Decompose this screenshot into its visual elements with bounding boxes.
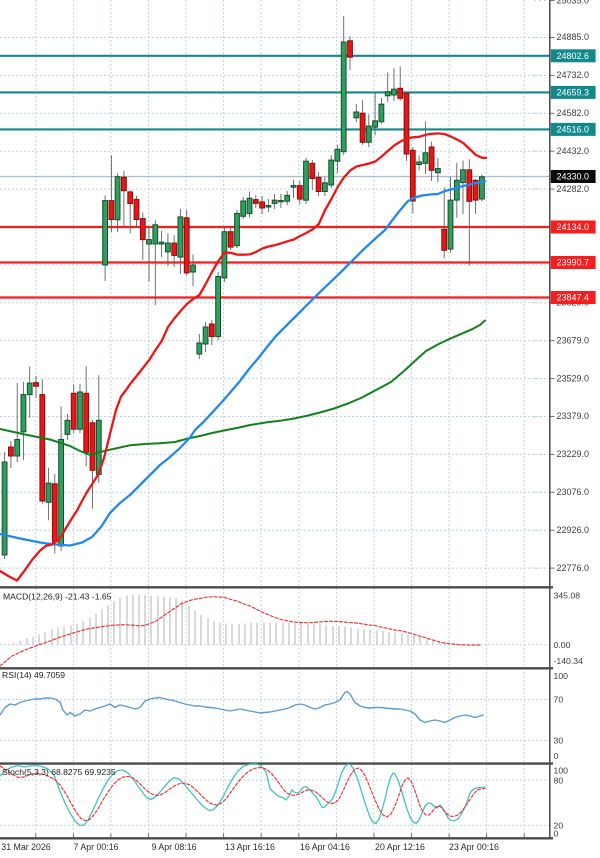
svg-text:24885.0: 24885.0 [557, 32, 590, 42]
svg-text:24659.3: 24659.3 [557, 88, 590, 98]
svg-text:24732.0: 24732.0 [557, 70, 590, 80]
svg-text:23229.0: 23229.0 [557, 449, 590, 459]
svg-text:23 Apr 00:16: 23 Apr 00:16 [449, 842, 499, 852]
svg-text:0: 0 [554, 829, 559, 839]
svg-text:24516.0: 24516.0 [557, 125, 590, 135]
svg-text:23679.0: 23679.0 [557, 335, 590, 345]
svg-text:100: 100 [554, 765, 569, 775]
svg-text:Stoch(5,3,3) 68.8275 69.9235: Stoch(5,3,3) 68.8275 69.9235 [2, 767, 116, 777]
svg-text:0.00: 0.00 [554, 640, 571, 650]
svg-text:24432.0: 24432.0 [557, 146, 590, 156]
svg-text:23990.7: 23990.7 [557, 258, 590, 268]
svg-text:70: 70 [554, 695, 564, 705]
svg-text:25035.0: 25035.0 [557, 0, 590, 5]
svg-text:24802.6: 24802.6 [557, 51, 590, 61]
svg-text:24330.0: 24330.0 [557, 172, 590, 182]
svg-text:30: 30 [554, 736, 564, 746]
svg-text:23379.0: 23379.0 [557, 411, 590, 421]
svg-text:MACD(12,26,9) -21.43 -1.65: MACD(12,26,9) -21.43 -1.65 [3, 592, 112, 602]
svg-text:24582.0: 24582.0 [557, 108, 590, 118]
svg-text:24282.0: 24282.0 [557, 184, 590, 194]
svg-text:22926.0: 22926.0 [557, 525, 590, 535]
svg-text:345.08: 345.08 [554, 591, 581, 601]
svg-text:16 Apr 04:16: 16 Apr 04:16 [300, 842, 350, 852]
svg-text:20: 20 [554, 821, 564, 831]
svg-text:13 Apr 16:16: 13 Apr 16:16 [225, 842, 275, 852]
svg-text:31 Mar 2026: 31 Mar 2026 [1, 842, 50, 852]
svg-text:RSI(14) 49.7059: RSI(14) 49.7059 [2, 670, 65, 680]
svg-text:23847.4: 23847.4 [557, 293, 590, 303]
svg-text:23076.0: 23076.0 [557, 487, 590, 497]
svg-text:23529.0: 23529.0 [557, 373, 590, 383]
svg-text:9 Apr 08:16: 9 Apr 08:16 [152, 842, 197, 852]
svg-text:22776.0: 22776.0 [557, 563, 590, 573]
svg-text:80: 80 [554, 775, 564, 785]
svg-text:100: 100 [554, 671, 569, 681]
svg-text:7 Apr 00:16: 7 Apr 00:16 [74, 842, 119, 852]
svg-text:20 Apr 12:16: 20 Apr 12:16 [375, 842, 425, 852]
svg-text:0: 0 [554, 751, 559, 761]
svg-text:-140.34: -140.34 [554, 656, 584, 666]
svg-text:24134.0: 24134.0 [557, 222, 590, 232]
